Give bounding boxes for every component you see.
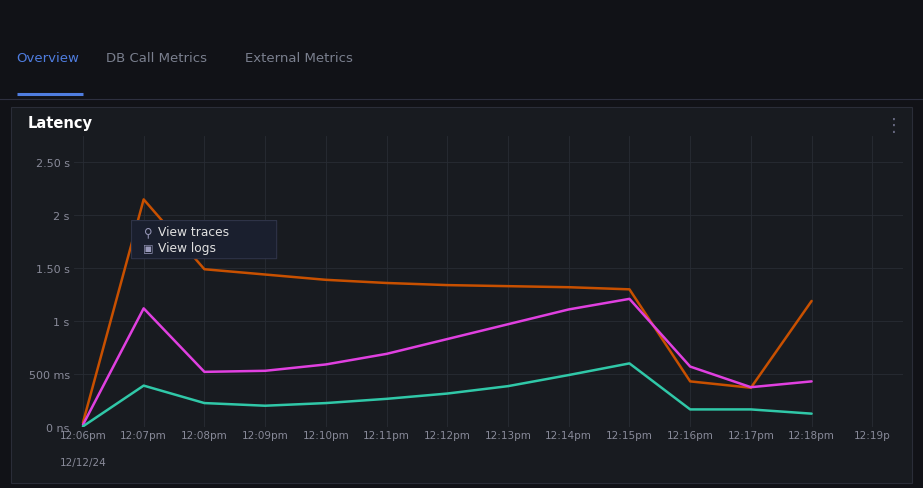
FancyBboxPatch shape	[131, 221, 277, 259]
Text: DB Call Metrics: DB Call Metrics	[106, 52, 207, 65]
Text: Overview: Overview	[17, 52, 79, 65]
Text: ▣: ▣	[143, 244, 153, 253]
FancyBboxPatch shape	[11, 107, 912, 483]
Text: ⚲: ⚲	[144, 226, 152, 239]
Text: ⋮: ⋮	[884, 117, 903, 135]
Text: 12/12/24: 12/12/24	[60, 457, 106, 468]
Text: Latency: Latency	[28, 116, 92, 131]
Text: View logs: View logs	[158, 242, 216, 255]
Text: External Metrics: External Metrics	[245, 52, 353, 65]
Text: View traces: View traces	[158, 226, 230, 239]
